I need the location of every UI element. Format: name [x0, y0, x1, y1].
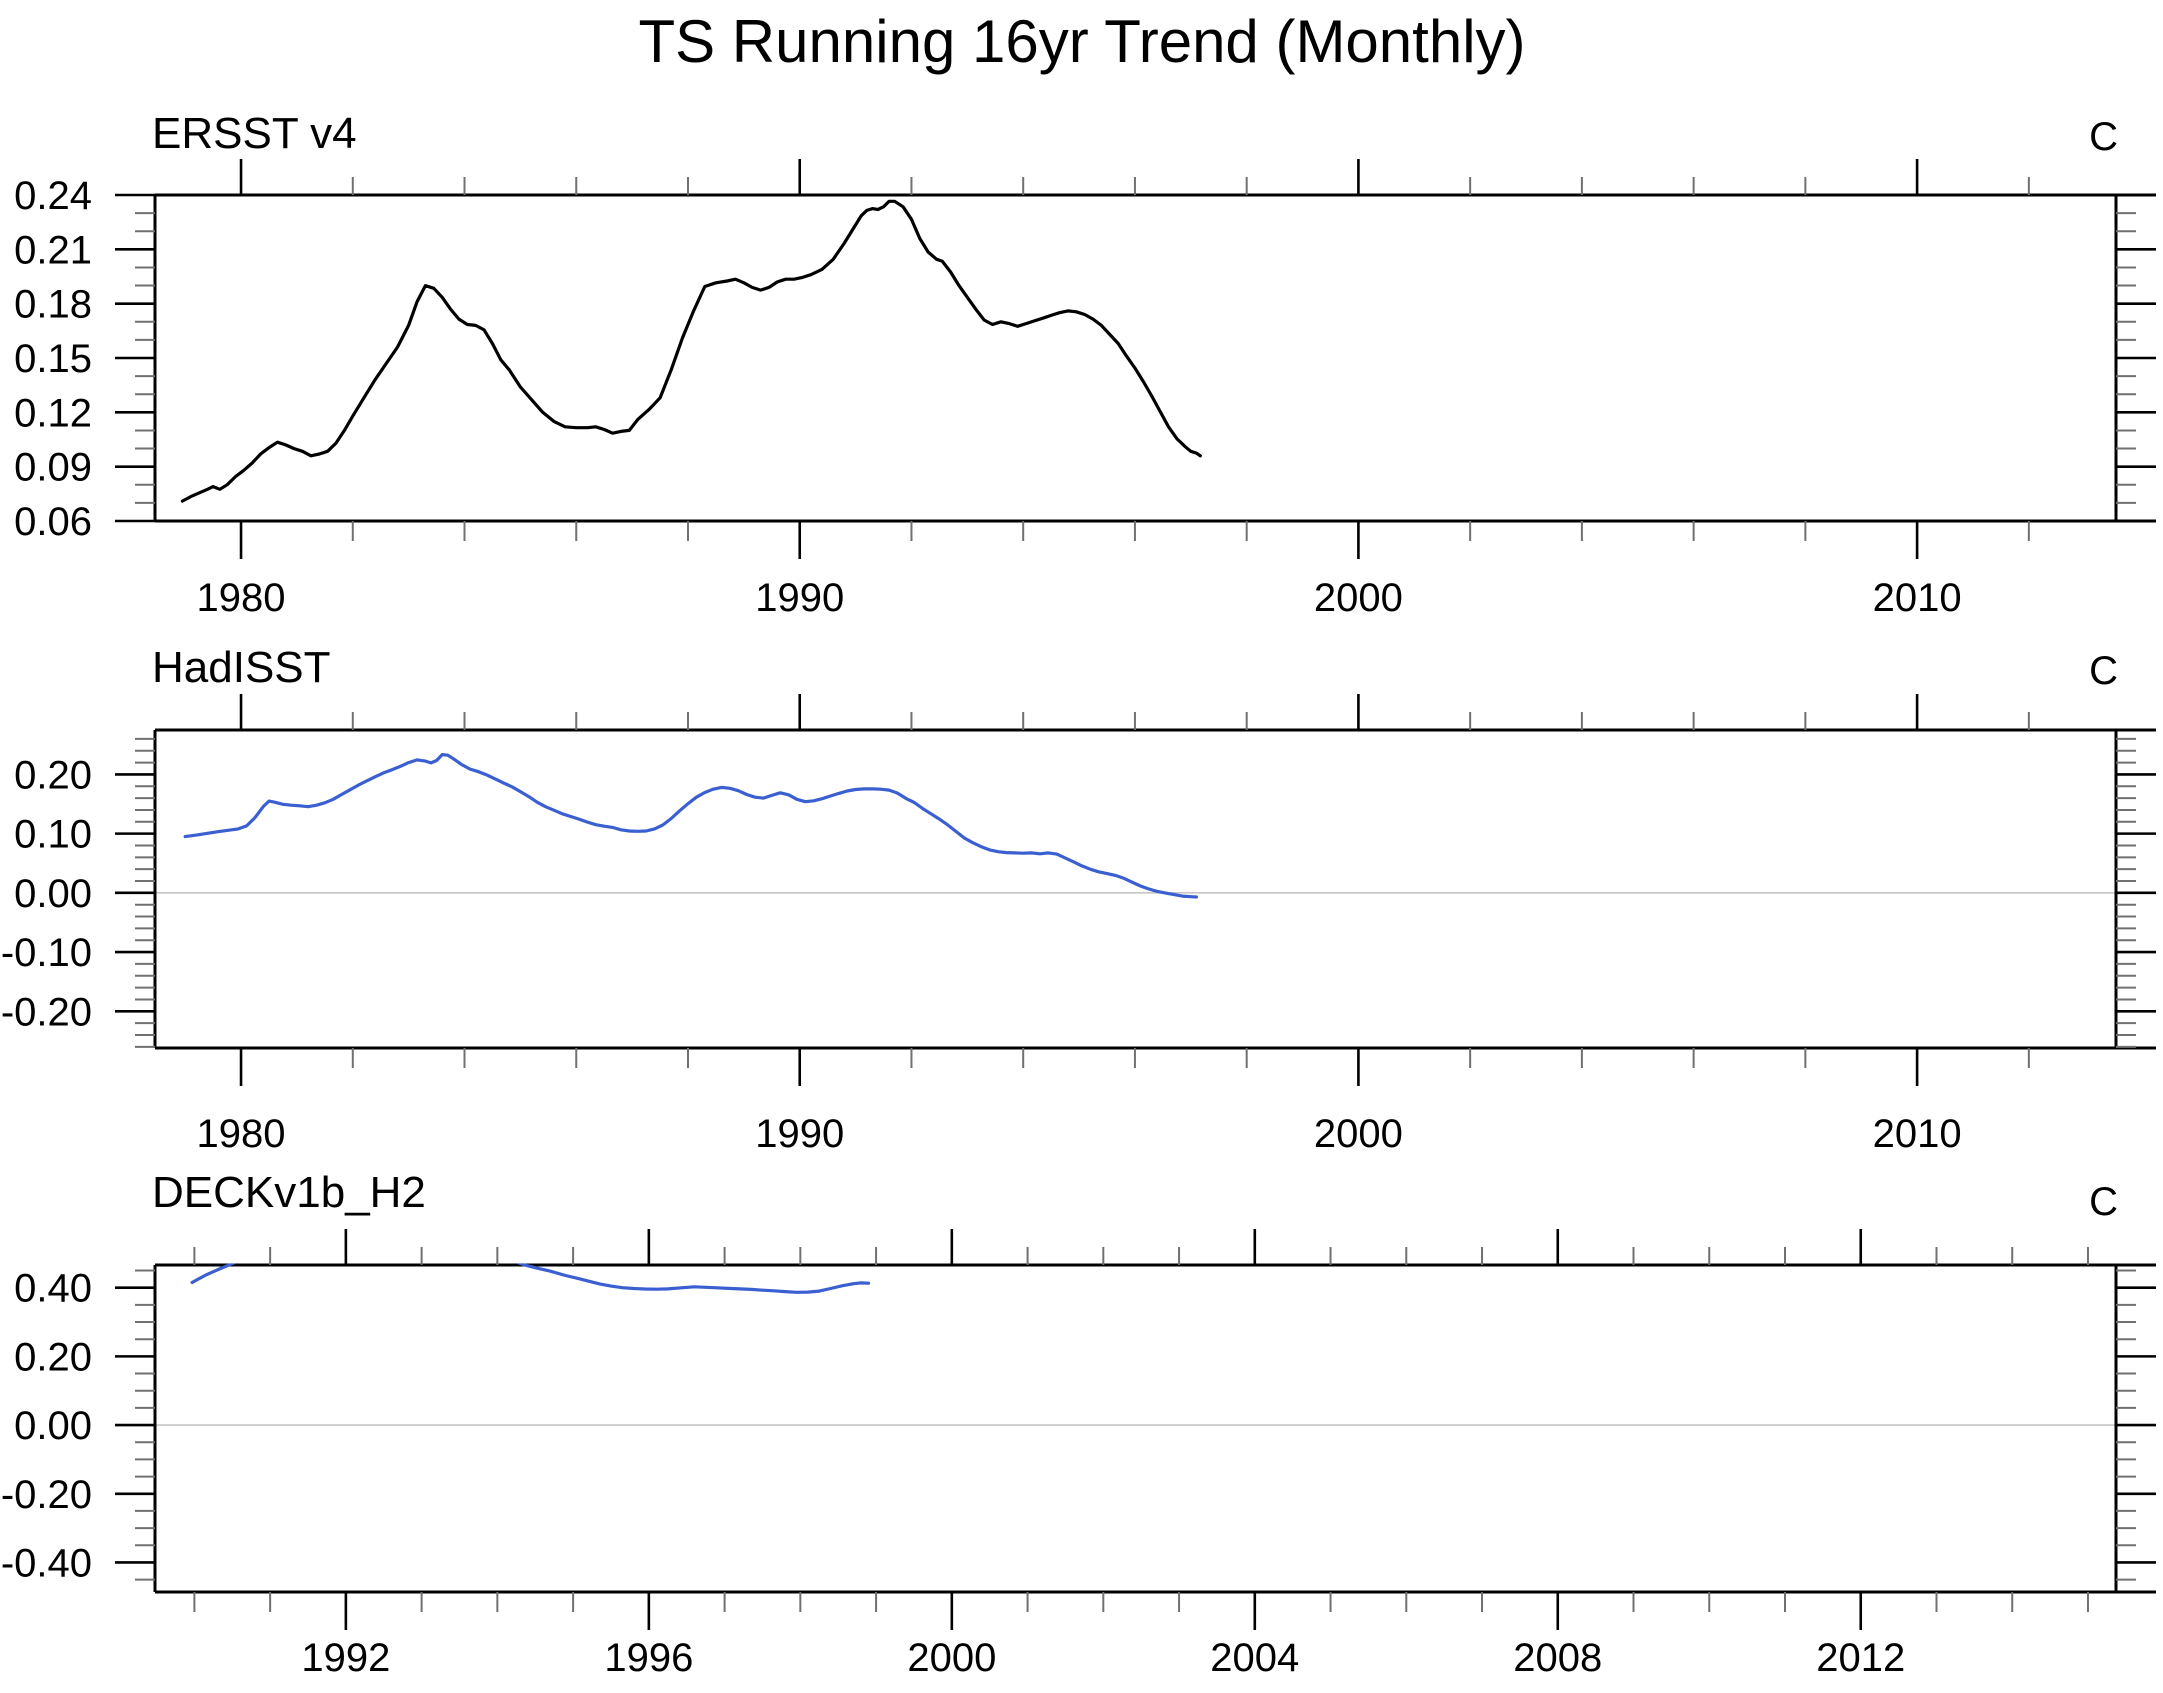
x-axis-label: 1990 [755, 576, 844, 620]
unit-label: C [2089, 649, 2118, 693]
x-axis-label: 1992 [301, 1636, 390, 1680]
series-group [190, 1263, 871, 1294]
x-axis-label: 1996 [604, 1636, 693, 1680]
x-axis-label: 2008 [1513, 1636, 1602, 1680]
y-axis-label: 0.00 [14, 872, 92, 916]
x-axis-label: 2000 [1314, 1112, 1403, 1156]
series-line [183, 753, 1198, 899]
series-line [516, 1263, 871, 1294]
series-group [180, 199, 1202, 503]
series-line [180, 199, 1202, 503]
y-axis-label: -0.40 [1, 1541, 92, 1585]
y-axis-label: 0.15 [14, 337, 92, 381]
y-axis-label: 0.12 [14, 391, 92, 435]
x-axis-label: 1980 [197, 576, 286, 620]
panel-ersst-v4: 1980 1990 2000 2010 0.06 0.09 0.12 0.15 0.18 0.21… [14, 109, 2156, 620]
panels-group: 1980 1990 2000 2010 0.06 0.09 0.12 0.15 0.18 0.21… [1, 109, 2156, 1680]
series-line [190, 1263, 237, 1285]
x-axis-label: 2010 [1873, 1112, 1962, 1156]
y-axis-label: 0.10 [14, 813, 92, 857]
panel-deckv1b-h2: 1992 1996 2000 2004 2008 2012 -0.40 -0.20 0.00 0.… [1, 1168, 2156, 1680]
x-axis-label: 2000 [1314, 576, 1403, 620]
y-axis-label: 0.06 [14, 500, 92, 544]
y-axis-label: -0.20 [1, 1473, 92, 1517]
x-axis-label: 2012 [1816, 1636, 1905, 1680]
y-axis-label: 0.24 [14, 174, 92, 218]
x-axis-label: 2000 [907, 1636, 996, 1680]
page-title: TS Running 16yr Trend (Monthly) [638, 8, 1525, 75]
y-axis-label: 0.00 [14, 1404, 92, 1448]
y-axis-label: 0.20 [14, 753, 92, 797]
y-axis-label: 0.20 [14, 1335, 92, 1379]
y-axis-label: 0.18 [14, 283, 92, 327]
y-axis-label: 0.40 [14, 1267, 92, 1311]
panel-title: DECKv1b_H2 [152, 1168, 426, 1217]
y-axis-label: -0.10 [1, 931, 92, 975]
panel-title: HadISST [152, 643, 331, 692]
x-axis-label: 2004 [1210, 1636, 1299, 1680]
panel-title: ERSST v4 [152, 109, 357, 158]
unit-label: C [2089, 1180, 2118, 1224]
x-axis-label: 1990 [755, 1112, 844, 1156]
y-axis-label: 0.21 [14, 228, 92, 272]
unit-label: C [2089, 115, 2118, 159]
x-axis-label: 2010 [1873, 576, 1962, 620]
y-axis-label: -0.20 [1, 990, 92, 1034]
panel-hadisst: 1980 1990 2000 2010 -0.20 -0.10 0.00 0.10 0.20 Ha… [1, 643, 2156, 1156]
series-group [183, 753, 1198, 899]
x-axis-label: 1980 [197, 1112, 286, 1156]
y-axis-label: 0.09 [14, 446, 92, 490]
